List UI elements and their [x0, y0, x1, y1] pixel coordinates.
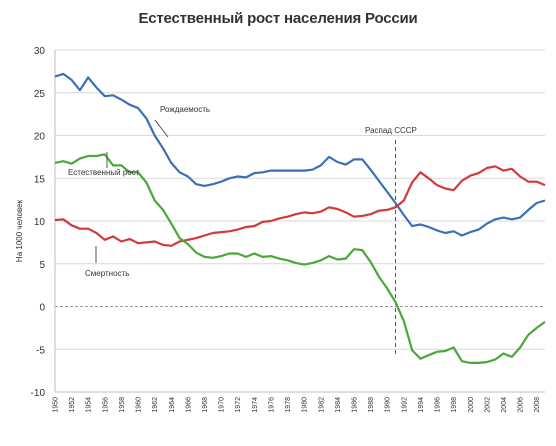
x-tick-label: 1960 [136, 397, 143, 413]
x-tick-label: 1990 [385, 397, 392, 413]
annotation-birth-rate: Рождаемость [160, 105, 210, 114]
x-tick-label: 2006 [518, 397, 525, 413]
x-tick-label: 1972 [235, 397, 242, 413]
x-tick-label: 1966 [185, 397, 192, 413]
annotation-ussr-collapse: Распад СССР [365, 126, 417, 135]
x-tick-label: 1988 [368, 397, 375, 413]
x-tick-label: 2002 [484, 397, 491, 413]
x-tick-label: 1982 [318, 397, 325, 413]
x-tick-label: 2004 [501, 397, 508, 413]
x-tick-label: 1954 [86, 397, 93, 413]
series-line-0 [54, 72, 546, 237]
x-tick-label: 1992 [401, 397, 408, 413]
annotation-natural-growth: Естественный рост [68, 168, 140, 177]
x-tick-label: 1998 [451, 397, 458, 413]
y-tick-label: 0 [39, 303, 45, 314]
y-tick-label: -5 [36, 345, 45, 356]
y-tick-label: 10 [34, 217, 46, 228]
y-tick-label: 5 [39, 260, 45, 271]
x-tick-label: 1950 [53, 397, 60, 413]
series-line-2 [54, 153, 546, 364]
x-tick-label: 1970 [219, 397, 226, 413]
x-tick-label: 1964 [169, 397, 176, 413]
x-tick-label: 1994 [418, 397, 425, 413]
y-tick-label: 30 [34, 46, 46, 57]
x-tick-label: 1980 [302, 397, 309, 413]
x-tick-label: 1996 [435, 397, 442, 413]
x-tick-label: 1968 [202, 397, 209, 413]
x-tick-label: 1952 [69, 397, 76, 413]
y-tick-label: 15 [34, 174, 46, 185]
y-tick-label: 25 [34, 89, 46, 100]
annotation-death-rate: Смертность [85, 269, 129, 278]
x-tick-label: 2008 [534, 397, 541, 413]
x-tick-label: 1976 [268, 397, 275, 413]
y-tick-label: -10 [31, 388, 46, 399]
x-tick-label: 2000 [468, 397, 475, 413]
y-axis-label: На 1000 человек [15, 199, 24, 262]
x-tick-label: 1986 [351, 397, 358, 413]
x-tick-label: 1984 [335, 397, 342, 413]
x-tick-label: 1974 [252, 397, 259, 413]
series-line-1 [54, 165, 546, 247]
chart-title: Естественный рост населения России [138, 10, 418, 27]
x-tick-label: 1978 [285, 397, 292, 413]
y-tick-label: 20 [34, 132, 46, 143]
annotation-leader [154, 119, 169, 138]
x-tick-label: 1958 [119, 397, 126, 413]
x-tick-label: 1956 [102, 397, 109, 413]
x-tick-label: 1962 [152, 397, 159, 413]
